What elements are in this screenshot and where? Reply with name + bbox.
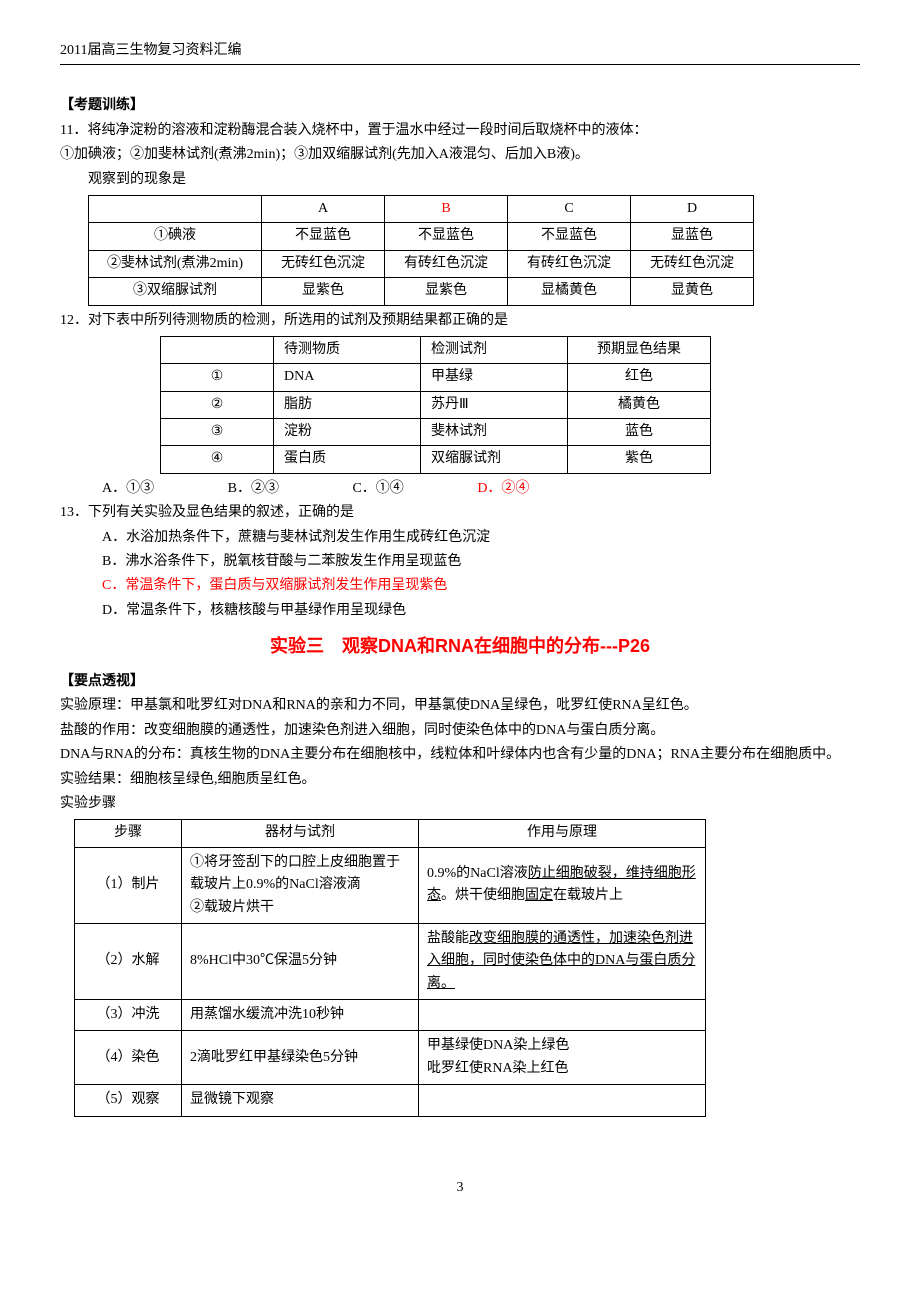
cell: 苏丹Ⅲ bbox=[421, 391, 568, 418]
cell: ① bbox=[161, 364, 274, 391]
cell: 双缩脲试剂 bbox=[421, 446, 568, 473]
q12-table: 待测物质 检测试剂 预期显色结果 ① DNA 甲基绿 红色 ② 脂肪 苏丹Ⅲ 橘… bbox=[160, 336, 711, 474]
cell: DNA bbox=[274, 364, 421, 391]
cell: D bbox=[631, 195, 754, 222]
cell: 淀粉 bbox=[274, 419, 421, 446]
p4: 实验结果：细胞核呈绿色,细胞质呈红色。 bbox=[60, 769, 860, 791]
cell: ④ bbox=[161, 446, 274, 473]
page-number: 3 bbox=[60, 1177, 860, 1199]
cell: （1）制片 bbox=[75, 847, 182, 923]
cell: 有砖红色沉淀 bbox=[508, 250, 631, 277]
cell: 不显蓝色 bbox=[385, 223, 508, 250]
cell bbox=[419, 1000, 706, 1031]
cell: 蓝色 bbox=[568, 419, 711, 446]
q13-c-answer: C．常温条件下，蛋白质与双缩脲试剂发生作用呈现紫色 bbox=[60, 575, 860, 597]
p3: DNA与RNA的分布：真核生物的DNA主要分布在细胞核中，线粒体和叶绿体内也含有… bbox=[60, 744, 860, 766]
q13-d: D．常温条件下，核糖核酸与甲基绿作用呈现绿色 bbox=[60, 600, 860, 622]
cell: 待测物质 bbox=[274, 336, 421, 363]
steps-table: 步骤 器材与试剂 作用与原理 （1）制片 ①将牙签刮下的口腔上皮细胞置于载玻片上… bbox=[74, 819, 706, 1116]
q11-stem3: 观察到的现象是 bbox=[60, 169, 860, 191]
q12-options: A．①③ B．②③ C．①④ D．②④ bbox=[60, 478, 860, 500]
cell: 显橘黄色 bbox=[508, 278, 631, 305]
cell: 用蒸馏水缓流冲洗10秒钟 bbox=[182, 1000, 419, 1031]
experiment-title: 实验三 观察DNA和RNA在细胞中的分布---P26 bbox=[60, 632, 860, 661]
th: 器材与试剂 bbox=[182, 820, 419, 847]
cell: C bbox=[508, 195, 631, 222]
cell: 有砖红色沉淀 bbox=[385, 250, 508, 277]
cell: 不显蓝色 bbox=[262, 223, 385, 250]
cell: ①将牙签刮下的口腔上皮细胞置于载玻片上0.9%的NaCl溶液滴 ②载玻片烘干 bbox=[182, 847, 419, 923]
cell: 显黄色 bbox=[631, 278, 754, 305]
q11-stem2: ①加碘液；②加斐林试剂(煮沸2min)；③加双缩脲试剂(先加入A液混匀、后加入B… bbox=[60, 144, 860, 166]
cell: 脂肪 bbox=[274, 391, 421, 418]
q13-a: A．水浴加热条件下，蔗糖与斐林试剂发生作用生成砖红色沉淀 bbox=[60, 527, 860, 549]
cell: 红色 bbox=[568, 364, 711, 391]
cell: 甲基绿使DNA染上绿色 吡罗红使RNA染上红色 bbox=[419, 1031, 706, 1085]
opt-c: C．①④ bbox=[352, 478, 403, 500]
p1: 实验原理：甲基氯和吡罗红对DNA和RNA的亲和力不同，甲基氯使DNA呈绿色，吡罗… bbox=[60, 695, 860, 717]
cell: 2滴吡罗红甲基绿染色5分钟 bbox=[182, 1031, 419, 1085]
cell: 无砖红色沉淀 bbox=[262, 250, 385, 277]
p5: 实验步骤 bbox=[60, 793, 860, 815]
cell: ①碘液 bbox=[89, 223, 262, 250]
q13-b: B．沸水浴条件下，脱氧核苷酸与二苯胺发生作用呈现蓝色 bbox=[60, 551, 860, 573]
cell: 甲基绿 bbox=[421, 364, 568, 391]
cell: ③双缩脲试剂 bbox=[89, 278, 262, 305]
cell: 盐酸能改变细胞膜的通透性，加速染色剂进入细胞，同时使染色体中的DNA与蛋白质分离… bbox=[419, 923, 706, 999]
cell: （2）水解 bbox=[75, 923, 182, 999]
cell bbox=[89, 195, 262, 222]
cell: 橘黄色 bbox=[568, 391, 711, 418]
p2: 盐酸的作用：改变细胞膜的通透性，加速染色剂进入细胞，同时使染色体中的DNA与蛋白… bbox=[60, 720, 860, 742]
cell: （4）染色 bbox=[75, 1031, 182, 1085]
opt-b: B．②③ bbox=[228, 478, 279, 500]
cell: A bbox=[262, 195, 385, 222]
q12-stem: 12．对下表中所列待测物质的检测，所选用的试剂及预期结果都正确的是 bbox=[60, 310, 860, 332]
cell bbox=[161, 336, 274, 363]
page-header: 2011届高三生物复习资料汇编 bbox=[60, 40, 860, 65]
cell: 预期显色结果 bbox=[568, 336, 711, 363]
q11-table: A B C D ①碘液 不显蓝色 不显蓝色 不显蓝色 显蓝色 ②斐林试剂(煮沸2… bbox=[88, 195, 754, 306]
cell: ③ bbox=[161, 419, 274, 446]
th: 作用与原理 bbox=[419, 820, 706, 847]
cell: 显蓝色 bbox=[631, 223, 754, 250]
cell: 无砖红色沉淀 bbox=[631, 250, 754, 277]
cell: 蛋白质 bbox=[274, 446, 421, 473]
section-train: 【考题训练】 bbox=[60, 95, 860, 117]
cell: 紫色 bbox=[568, 446, 711, 473]
cell: （3）冲洗 bbox=[75, 1000, 182, 1031]
cell: 显紫色 bbox=[385, 278, 508, 305]
opt-d-answer: D．②④ bbox=[477, 478, 529, 500]
opt-a: A．①③ bbox=[102, 478, 154, 500]
cell: 斐林试剂 bbox=[421, 419, 568, 446]
q11-stem1: 11．将纯净淀粉的溶液和淀粉酶混合装入烧杯中，置于温水中经过一段时间后取烧杯中的… bbox=[60, 120, 860, 142]
section-points: 【要点透视】 bbox=[60, 671, 860, 693]
cell: 显微镜下观察 bbox=[182, 1085, 419, 1116]
cell-answer: B bbox=[385, 195, 508, 222]
cell: 8%HCl中30℃保温5分钟 bbox=[182, 923, 419, 999]
cell: 0.9%的NaCl溶液防止细胞破裂，维持细胞形态。烘干使细胞固定在载玻片上 bbox=[419, 847, 706, 923]
q13-stem: 13．下列有关实验及显色结果的叙述，正确的是 bbox=[60, 502, 860, 524]
cell: 检测试剂 bbox=[421, 336, 568, 363]
cell: 显紫色 bbox=[262, 278, 385, 305]
cell: ② bbox=[161, 391, 274, 418]
cell: ②斐林试剂(煮沸2min) bbox=[89, 250, 262, 277]
cell: 不显蓝色 bbox=[508, 223, 631, 250]
cell: （5）观察 bbox=[75, 1085, 182, 1116]
cell bbox=[419, 1085, 706, 1116]
th: 步骤 bbox=[75, 820, 182, 847]
